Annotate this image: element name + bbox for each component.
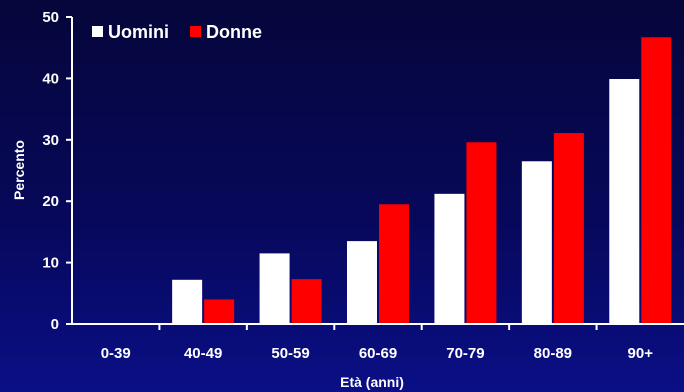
- y-tick-label: 10: [42, 255, 59, 272]
- bar-donne-80-89: [553, 133, 584, 324]
- x-tick-label: 60-69: [359, 345, 397, 362]
- x-ticks: 0-39 40-49 50-59 60-69 70-79 80-89 90+: [101, 324, 654, 362]
- bar-uomini-40-49: [172, 279, 203, 324]
- bar-donne-50-59: [291, 279, 322, 324]
- legend-label-donne: Donne: [206, 22, 262, 42]
- legend-label-uomini: Uomini: [108, 22, 169, 42]
- bar-uomini-60-69: [347, 241, 377, 324]
- bar-donne-90+: [641, 37, 672, 325]
- x-tick-label: 70-79: [446, 345, 484, 362]
- y-axis-title: Percento: [11, 140, 27, 200]
- bars-layer: [172, 37, 672, 325]
- x-tick-label: 40-49: [184, 345, 222, 362]
- bar-donne-40-49: [204, 299, 235, 324]
- x-tick-label: 80-89: [534, 345, 572, 362]
- bar-donne-70-79: [466, 142, 497, 324]
- legend-swatch-uomini: [92, 26, 103, 37]
- y-tick-label: 0: [51, 316, 59, 333]
- bar-uomini-80-89: [521, 161, 552, 324]
- y-tick-label: 20: [42, 193, 59, 210]
- y-ticks: 0 10 20 30 40 50: [42, 9, 72, 333]
- x-tick-label: 90+: [628, 345, 654, 362]
- y-tick-label: 30: [42, 132, 59, 149]
- bar-uomini-50-59: [259, 253, 290, 324]
- x-tick-label: 50-59: [271, 345, 309, 362]
- bar-donne-60-69: [379, 204, 409, 324]
- bar-uomini-90+: [609, 79, 640, 324]
- legend: Uomini Donne: [92, 22, 262, 42]
- bar-uomini-70-79: [434, 193, 465, 324]
- legend-swatch-donne: [190, 26, 201, 37]
- x-axis-title: Età (anni): [340, 374, 404, 390]
- y-tick-label: 50: [42, 9, 59, 26]
- y-tick-label: 40: [42, 70, 59, 87]
- x-tick-label: 0-39: [101, 345, 131, 362]
